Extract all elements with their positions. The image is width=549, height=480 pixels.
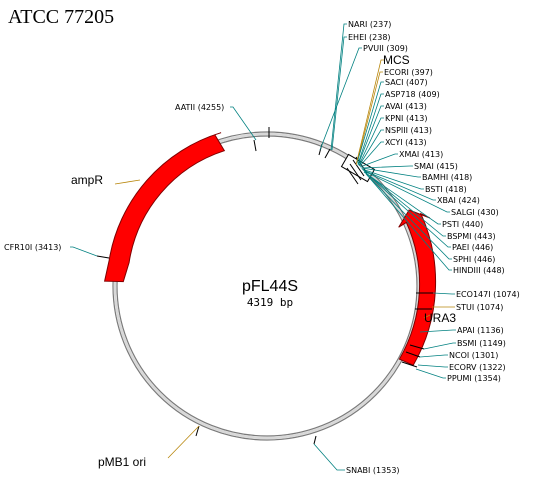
feature-label-pmb1-ori: pMB1 ori: [98, 455, 146, 469]
site-label-ncoi: NCOI (1301): [449, 351, 498, 360]
site-label-pvuii: PVUII (309): [363, 44, 408, 53]
site-label-stui: STUI (1074): [456, 303, 503, 312]
plasmid-backbone-inner: [116, 135, 418, 437]
feature-label-ura3: URA3: [424, 311, 456, 325]
site-label-nspiii: NSPIII (413): [385, 126, 432, 135]
site-label-apai: APAI (1136): [457, 326, 504, 335]
site-label-ecorv: ECORV (1322): [449, 363, 506, 372]
site-label-eco147i: ECO147I (1074): [456, 290, 520, 299]
site-label-avai: AVAI (413): [385, 102, 427, 111]
site-label-bamhi: BAMHI (418): [422, 173, 472, 182]
feature-label-mcs: MCS: [383, 53, 410, 67]
site-label-cfr10i: CFR10I (3413): [4, 243, 61, 252]
site-label-saci: SACI (407): [385, 78, 428, 87]
site-label-xmai: XMAI (413): [399, 150, 443, 159]
site-label-nari: NARI (237): [348, 20, 391, 29]
site-label-asp718: ASP718 (409): [385, 90, 440, 99]
backbone-ticks: [96, 127, 433, 445]
site-label-psti: PSTI (440): [442, 220, 483, 229]
ampr-arrow: [103, 132, 226, 283]
site-label-sphi: SPHI (446): [453, 255, 495, 264]
site-label-snabi: SNABI (1353): [346, 466, 400, 475]
site-label-xcyi: XCYI (413): [385, 138, 427, 147]
site-label-ecori: ECORI (397): [384, 68, 433, 77]
site-label-aatii: AATII (4255): [175, 103, 224, 112]
site-label-hindiii: HINDIII (448): [453, 266, 505, 275]
ura3-arrow: [398, 209, 437, 366]
site-label-paei: PAEI (446): [452, 243, 493, 252]
site-label-bsmi: BSMI (1149): [457, 339, 506, 348]
site-label-smai: SMAI (415): [414, 162, 458, 171]
site-label-xbai: XBAI (424): [437, 196, 480, 205]
site-label-ppumi: PPUMI (1354): [447, 374, 501, 383]
plasmid-size: 4319 bp: [247, 296, 293, 309]
strain-title: ATCC 77205: [8, 6, 114, 28]
leader-lines: [70, 23, 456, 471]
site-label-salgi: SALGI (430): [451, 208, 499, 217]
site-label-ehei: EHEI (238): [348, 33, 391, 42]
plasmid-backbone-fill: [113, 132, 421, 440]
site-label-kpni: KPNI (413): [385, 114, 427, 123]
site-label-bspmi: BSPMI (443): [447, 232, 496, 241]
plasmid-name: pFL44S: [242, 278, 298, 295]
feature-label-ampr: ampR: [71, 173, 103, 187]
site-label-bsti: BSTI (418): [425, 185, 467, 194]
